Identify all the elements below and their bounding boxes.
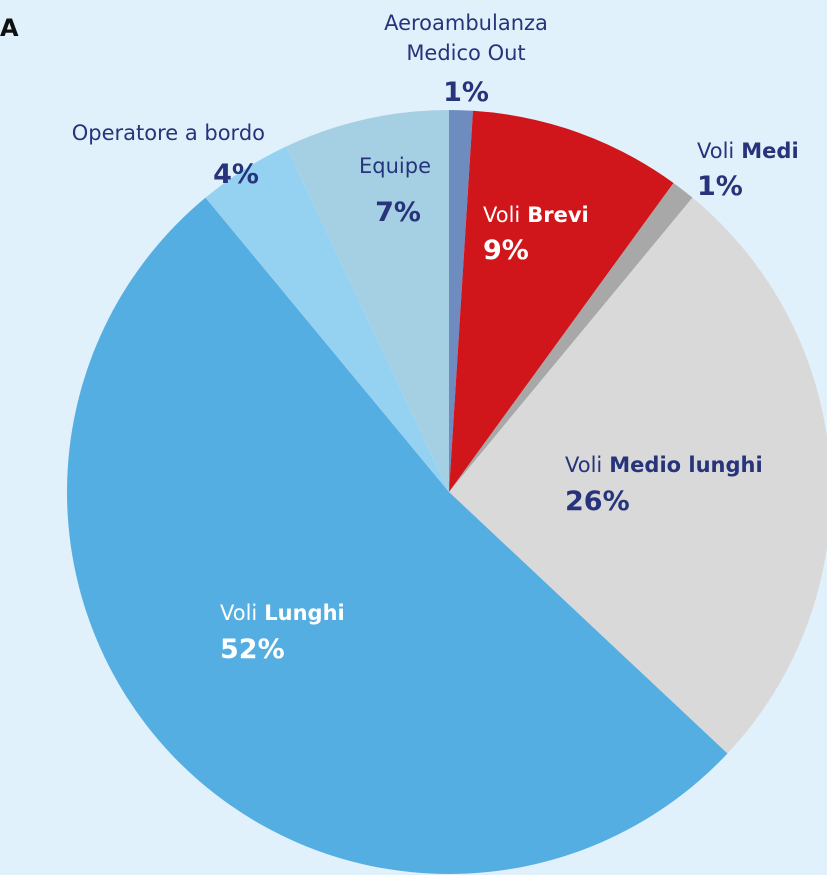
value-label: 7% [375, 197, 421, 228]
label-strong: Medio lunghi [609, 453, 762, 477]
pie-slice [449, 182, 693, 492]
value-label: 1% [697, 171, 743, 202]
labels: Aeroambulanza Medico Out 1% Voli Brevi 9% Voli… [72, 11, 799, 665]
pie-slice [286, 110, 449, 492]
slice-label: Voli Brevi [483, 203, 589, 227]
pie-slice [205, 146, 449, 492]
label-line: Operatore a bordo [72, 121, 265, 145]
chart-title: A [0, 14, 19, 42]
value-label: 1% [443, 77, 489, 108]
slice-label: Voli Medi [697, 139, 799, 163]
slice-label: Voli Medio lunghi [565, 453, 763, 477]
label-line: Voli [220, 601, 257, 625]
pie-slice [67, 197, 728, 874]
value-label: 52% [220, 634, 285, 665]
label-strong: Lunghi [264, 601, 344, 625]
value-label: 4% [213, 159, 259, 190]
label-strong: Brevi [527, 203, 589, 227]
slice-label: Equipe [359, 154, 431, 178]
label-line: Voli [483, 203, 520, 227]
slice-label: Operatore a bordo [72, 121, 265, 145]
pie-slice [449, 110, 674, 493]
label-line: Voli [565, 453, 602, 477]
slice-label: Voli Lunghi [220, 601, 345, 625]
pie [67, 110, 827, 874]
pie-slice [449, 110, 473, 492]
value-label: 26% [565, 486, 630, 517]
label-line: Aeroambulanza [384, 11, 548, 35]
label-line: Voli [697, 139, 734, 163]
label-strong: Medi [741, 139, 798, 163]
label-line: Equipe [359, 154, 431, 178]
value-label: 9% [483, 235, 529, 266]
pie-slice [449, 197, 827, 754]
label-line: Medico Out [406, 41, 525, 65]
slice-label: Aeroambulanza Medico Out [384, 11, 548, 65]
